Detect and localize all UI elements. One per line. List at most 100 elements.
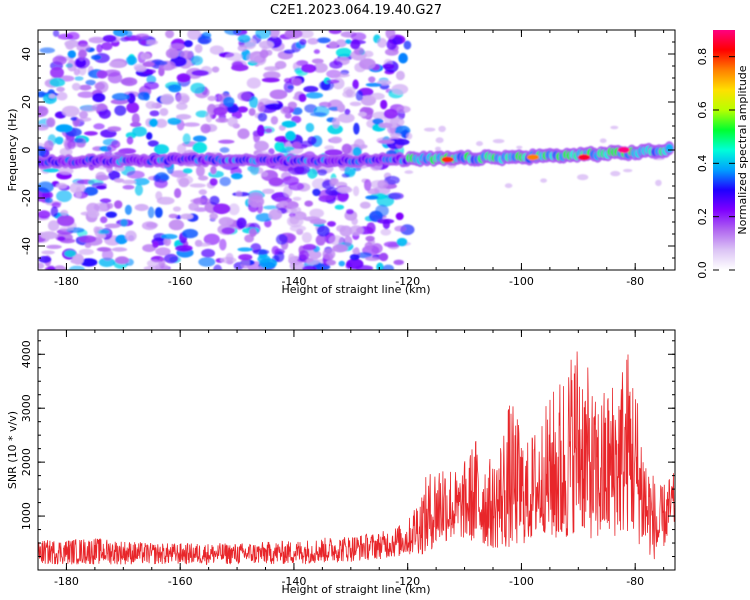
noise-blob	[155, 118, 168, 128]
noise-blob	[47, 220, 60, 232]
noise-blob	[192, 142, 207, 154]
noise-blob	[42, 168, 60, 173]
noise-blob	[516, 145, 523, 149]
noise-blob	[180, 50, 193, 60]
noise-blob	[377, 218, 395, 224]
noise-blob	[249, 96, 259, 109]
noise-blob	[322, 248, 336, 260]
noise-blob	[56, 91, 68, 101]
noise-blob	[376, 262, 384, 270]
noise-blob	[38, 145, 47, 157]
noise-blob	[237, 34, 251, 43]
noise-blob	[74, 56, 90, 69]
noise-blob	[96, 229, 110, 235]
noise-blob	[55, 182, 68, 189]
noise-blob	[403, 40, 412, 50]
noise-blob	[298, 93, 307, 102]
noise-blob	[300, 64, 317, 73]
noise-blob	[257, 101, 265, 113]
noise-blob	[317, 169, 328, 176]
x-tick-label: -160	[168, 575, 193, 588]
noise-blob	[329, 178, 337, 187]
noise-blob	[344, 108, 351, 115]
noise-blob	[259, 258, 277, 269]
noise-blob	[126, 102, 140, 114]
noise-blob	[367, 188, 380, 195]
noise-blob	[289, 215, 300, 225]
noise-blob	[60, 209, 69, 216]
noise-blob	[328, 235, 344, 246]
noise-blob	[143, 81, 159, 90]
noise-blob	[160, 93, 174, 105]
noise-blob	[225, 252, 234, 263]
noise-blob	[163, 237, 171, 247]
noise-blob	[236, 217, 247, 229]
noise-blob	[288, 253, 295, 262]
noise-blob	[316, 37, 331, 44]
noise-blob	[393, 259, 405, 265]
noise-blob	[111, 93, 130, 101]
snr-background	[38, 330, 675, 570]
noise-blob	[172, 206, 182, 212]
x-tick-label: -100	[509, 275, 534, 288]
noise-blob	[93, 226, 100, 234]
noise-blob	[328, 41, 338, 49]
noise-blob	[209, 45, 225, 55]
noise-blob	[344, 165, 357, 176]
y-tick-label: 4000	[20, 340, 33, 368]
noise-blob	[349, 225, 364, 236]
noise-blob	[218, 139, 235, 144]
colorbar-ticks: 0.0 0.2 0.4 0.6 0.8	[696, 48, 735, 279]
noise-blob	[284, 112, 292, 119]
noise-blob	[379, 252, 389, 262]
noise-blob	[225, 52, 243, 61]
noise-blob	[327, 124, 343, 135]
noise-blob	[335, 47, 352, 58]
noise-blob	[78, 248, 94, 255]
colorbar-tick-label: 0.6	[696, 101, 709, 119]
noise-blob	[359, 201, 371, 209]
noise-blob	[59, 226, 74, 232]
noise-blob	[262, 188, 275, 194]
noise-blob	[95, 174, 110, 181]
noise-blob	[309, 208, 325, 218]
noise-blob	[345, 39, 352, 44]
noise-blob	[288, 182, 305, 191]
noise-blob	[134, 184, 143, 196]
noise-blob	[130, 122, 142, 128]
noise-blob	[38, 210, 51, 219]
colorbar-tick-label: 0.0	[696, 261, 709, 279]
noise-blob	[599, 138, 607, 143]
noise-blob	[302, 243, 317, 251]
noise-blob	[197, 35, 212, 45]
noise-blob	[198, 189, 207, 195]
noise-blob	[394, 225, 407, 232]
noise-blob	[292, 78, 302, 86]
noise-blob	[78, 49, 87, 59]
noise-blob	[259, 49, 269, 59]
noise-blob	[137, 91, 150, 101]
noise-blob	[64, 250, 77, 258]
noise-blob	[268, 177, 284, 187]
noise-blob	[283, 81, 294, 93]
noise-blob	[224, 30, 242, 36]
noise-blob	[154, 144, 169, 155]
noise-blob	[67, 140, 76, 150]
noise-blob	[292, 141, 302, 149]
noise-blob	[98, 108, 111, 119]
noise-blob	[299, 30, 314, 39]
noise-blob	[175, 93, 190, 104]
noise-blob	[201, 248, 216, 258]
noise-blob	[94, 82, 106, 91]
noise-blob	[261, 77, 280, 83]
noise-blob	[101, 42, 113, 51]
noise-blob	[177, 143, 187, 154]
noise-blob	[219, 147, 230, 153]
colorbar-tick-label: 0.4	[696, 155, 709, 173]
noise-blob	[134, 65, 147, 72]
noise-blob	[75, 186, 82, 199]
y-tick-label: 20	[20, 95, 33, 109]
noise-blob	[346, 209, 354, 215]
noise-blob	[87, 210, 100, 218]
colorbar-tick-label: 0.8	[696, 48, 709, 66]
